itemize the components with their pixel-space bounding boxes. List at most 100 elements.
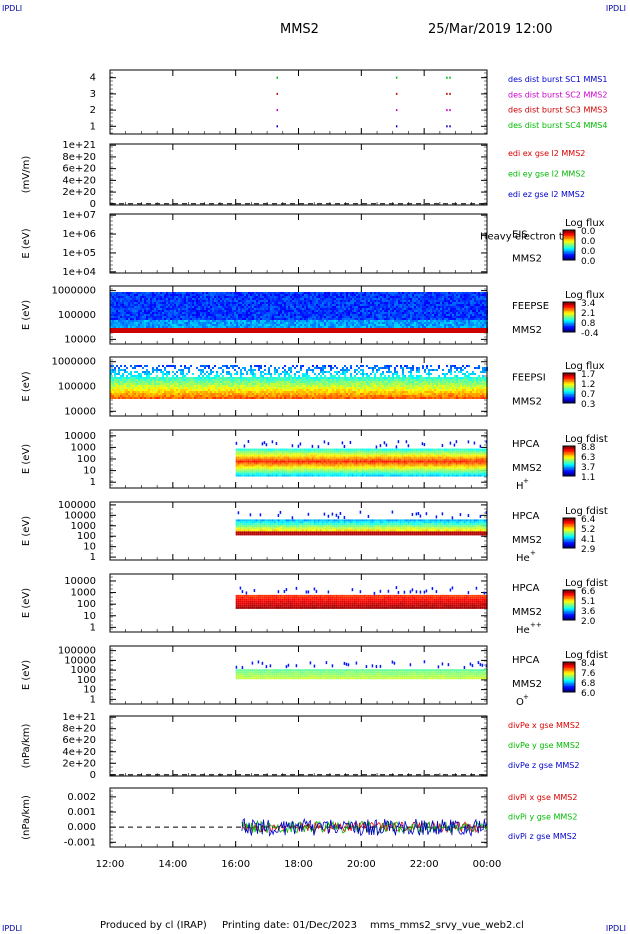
spectrogram-cell (314, 316, 316, 318)
spectrogram-cell (268, 298, 270, 300)
spectrogram-cell (202, 365, 204, 367)
spectrogram-cell (358, 310, 360, 312)
spectrogram-cell (394, 320, 396, 322)
spectrogram-cell (286, 298, 288, 300)
spectrogram-cell (446, 318, 448, 320)
spectrogram-cell (272, 320, 274, 322)
spectrogram-cell (226, 306, 228, 308)
spectrogram-cell (434, 322, 436, 324)
spectrogram-cell (252, 304, 254, 306)
spectrogram-cell (152, 298, 154, 300)
spectrogram-cell (454, 328, 456, 333)
spectrogram-cell (146, 373, 148, 375)
spectrogram-cell (128, 324, 130, 326)
spectrogram-cell (138, 322, 140, 324)
spectrogram-cell (132, 389, 134, 391)
spectrogram-cell (110, 328, 112, 333)
spectrogram-cell (190, 379, 192, 381)
spectrogram-cell (472, 326, 474, 328)
spectrogram-cell (308, 292, 310, 294)
spectrogram-cell (204, 324, 206, 326)
spectrogram-cell (378, 304, 380, 306)
spectrogram-cell (182, 316, 184, 318)
spectrogram-cell (202, 318, 204, 320)
spectrogram-cell (416, 318, 418, 320)
spectrogram-cell (126, 385, 128, 387)
spectrogram-cell (380, 302, 382, 304)
spectrogram-cell (196, 318, 198, 320)
spectrogram-cell (266, 296, 268, 298)
spectrogram-cell (260, 296, 262, 298)
spectrogram-cell (114, 367, 116, 369)
spectrogram-cell (432, 308, 434, 310)
spectrogram-cell (478, 302, 480, 304)
colorbar-swatch (563, 242, 575, 244)
spectrogram-cell (402, 296, 404, 298)
spectrogram-cell (202, 312, 204, 314)
spectrogram-cell (246, 381, 248, 383)
spectrogram-cell (150, 316, 152, 318)
spectrogram-cell (342, 296, 344, 298)
spectrogram-cell (380, 296, 382, 298)
spectrogram-cell (176, 381, 178, 383)
spectrogram-cell (228, 395, 230, 397)
spectrogram-cell (236, 381, 238, 383)
spectrogram-cell (168, 397, 170, 399)
spectrogram-cell (396, 296, 398, 298)
spectrogram-cell (482, 302, 484, 304)
burst-mark (446, 76, 448, 79)
spectrogram-cell (254, 294, 256, 296)
spectrogram-cell (256, 316, 258, 318)
spectrogram-cell (356, 304, 358, 306)
spectrogram-cell (398, 312, 400, 314)
spectrogram-cell (138, 320, 140, 322)
spectrogram-cell (224, 312, 226, 314)
spectrogram-cell (366, 302, 368, 304)
spectrogram-cell (124, 397, 126, 399)
spectrogram-cell (262, 397, 264, 399)
spectrogram-cell (464, 310, 466, 312)
spectrogram-cell (246, 294, 248, 296)
spectrogram-cell (184, 308, 186, 310)
spectrogram-cell (458, 320, 460, 322)
spectrogram-cell (474, 294, 476, 296)
spectrogram-cell (418, 316, 420, 318)
spectrogram-cell (146, 393, 148, 395)
spectrogram-cell (118, 389, 120, 391)
spectrogram-cell (182, 326, 184, 328)
spectrogram-cell (346, 296, 348, 298)
spectrogram-cell (414, 318, 416, 320)
spectrogram-cell (412, 292, 414, 294)
spectrogram-cell (426, 316, 428, 318)
spectrogram-cell (122, 393, 124, 395)
spectrogram-cell (316, 312, 318, 314)
spectrogram-cell (264, 369, 266, 371)
spectrogram-cell (392, 294, 394, 296)
spectrogram-cell (114, 393, 116, 395)
spectrogram-cell (442, 314, 444, 316)
spectrogram-cell (358, 304, 360, 306)
spectrogram-cell (252, 320, 254, 322)
spectrogram-cell (122, 387, 124, 389)
spectrogram-cell (226, 328, 228, 333)
spectrogram-cell (202, 371, 204, 373)
spectrogram-cell (142, 397, 144, 399)
spectrogram-cell (198, 300, 200, 302)
spectrogram-cell (190, 397, 192, 399)
spectrogram-cell (150, 389, 152, 391)
spectrogram-cell (296, 292, 298, 294)
spectrogram-cell (252, 393, 254, 395)
spectrogram-cell (224, 377, 226, 379)
spectrogram-cell (434, 326, 436, 328)
spectrogram-cell (172, 316, 174, 318)
spectrogram-cell (406, 300, 408, 302)
spectrogram-cell (190, 324, 192, 326)
spectrogram-cell (160, 308, 162, 310)
spectrogram-cell (242, 302, 244, 304)
spectrogram-cell (332, 292, 334, 294)
spectrogram-cell (234, 365, 236, 367)
spectrogram-cell (226, 302, 228, 304)
spectrogram-cell (402, 328, 404, 333)
spectrogram-cell (160, 379, 162, 381)
spectrogram-cell (400, 312, 402, 314)
